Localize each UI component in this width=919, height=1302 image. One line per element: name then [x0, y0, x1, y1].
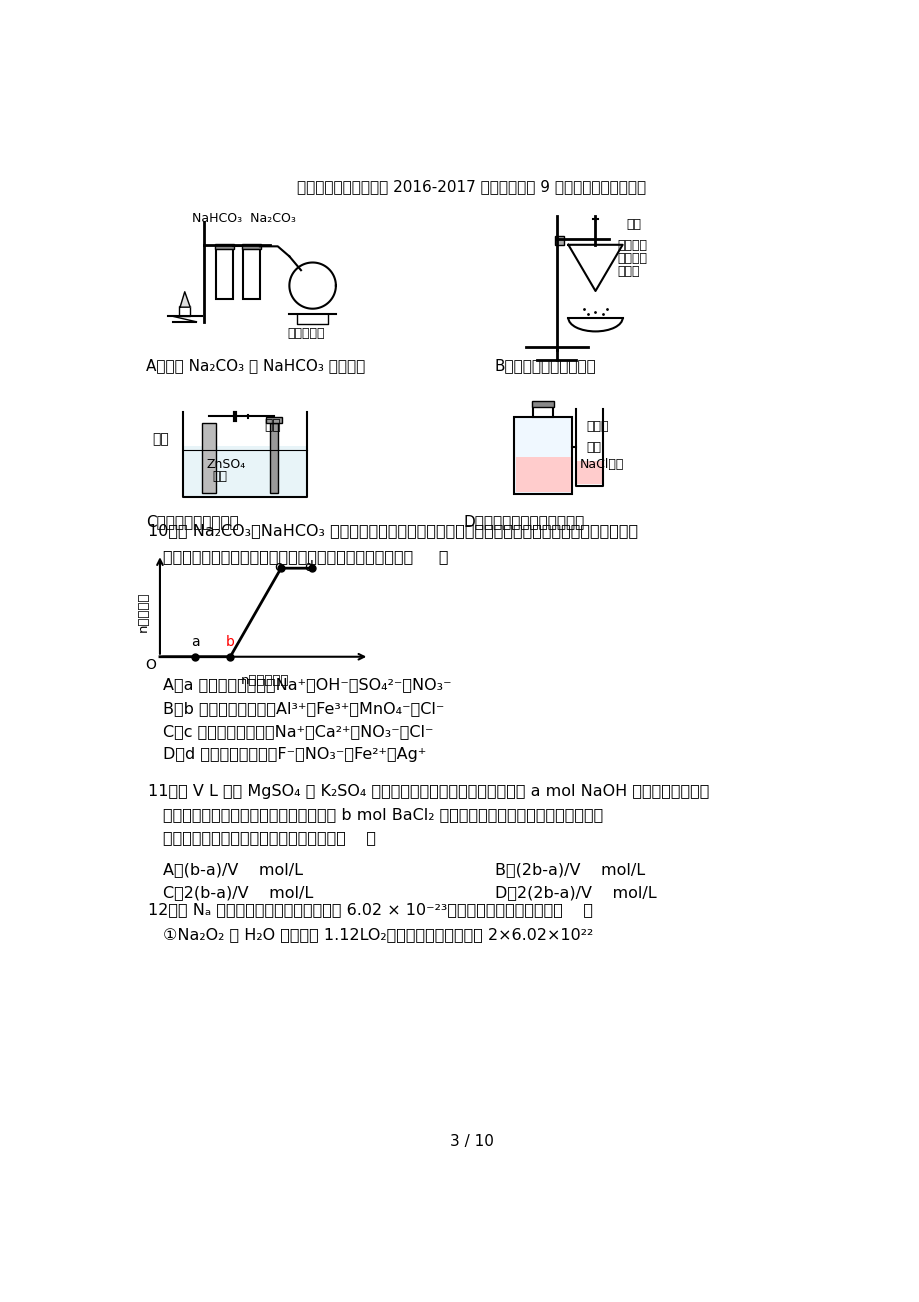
Bar: [243, 249, 260, 298]
Text: 铝粉与氧: 铝粉与氧: [617, 238, 646, 251]
Text: B．铝热反应的实验装置: B．铝热反应的实验装置: [494, 358, 596, 372]
Text: C．铁钉表面镀锌装置: C．铁钉表面镀锌装置: [146, 514, 239, 530]
Bar: [266, 417, 281, 423]
Bar: [514, 417, 572, 493]
Text: c: c: [274, 560, 281, 574]
Text: 铁钉: 铁钉: [585, 441, 600, 454]
Text: ①Na₂O₂ 与 H₂O 反应生成 1.12LO₂，反应中转移电子数为 2×6.02×10²²: ①Na₂O₂ 与 H₂O 反应生成 1.12LO₂，反应中转移电子数为 2×6.…: [163, 927, 593, 943]
Text: A．(b-a)/V    mol/L: A．(b-a)/V mol/L: [163, 862, 302, 878]
Bar: [215, 243, 233, 249]
Text: 混合物: 混合物: [617, 264, 639, 277]
Text: C．2(b-a)/V    mol/L: C．2(b-a)/V mol/L: [163, 885, 313, 901]
Text: O: O: [145, 659, 156, 672]
Text: d: d: [304, 560, 313, 574]
Text: 红墨水: 红墨水: [585, 419, 608, 432]
Text: B．b 点对应的溶液中：Al³⁺、Fe³⁺、MnO₄⁻、Cl⁻: B．b 点对应的溶液中：Al³⁺、Fe³⁺、MnO₄⁻、Cl⁻: [163, 700, 444, 716]
Text: a: a: [190, 635, 199, 648]
Bar: [216, 249, 233, 298]
Text: D．d 点对应的溶液中：F⁻、NO₃⁻、Fe²⁺、Ag⁺: D．d 点对应的溶液中：F⁻、NO₃⁻、Fe²⁺、Ag⁺: [163, 747, 426, 762]
Bar: [531, 401, 554, 408]
Text: 锌棒: 锌棒: [152, 432, 169, 445]
Text: 溶液: 溶液: [212, 470, 227, 483]
Text: 离子完全沉淀为氢氧化镁；另一份加入含 b mol BaCl₂ 的溶液，恰好使硫酸根离子完全沉淀为: 离子完全沉淀为氢氧化镁；另一份加入含 b mol BaCl₂ 的溶液，恰好使硫酸…: [163, 807, 603, 822]
Text: NaCl溶液: NaCl溶液: [579, 458, 624, 471]
Bar: [554, 236, 564, 245]
Text: 硫酸钡．则原混合溶液中钾离子的浓度为（    ）: 硫酸钡．则原混合溶液中钾离子的浓度为（ ）: [163, 829, 376, 845]
Text: 吉林省吉林市第一中学 2016-2017 学年高二化学 9 月月考试题（奥训班）: 吉林省吉林市第一中学 2016-2017 学年高二化学 9 月月考试题（奥训班）: [297, 180, 645, 194]
Text: 澄清石灰水: 澄清石灰水: [287, 327, 324, 340]
Bar: [201, 423, 216, 492]
Bar: [533, 402, 552, 417]
Text: 镁条: 镁条: [626, 217, 641, 230]
Bar: [183, 445, 307, 496]
Text: 10．向 Na₂CO₃、NaHCO₃ 混合溶液中逐滴加入稀盐酸，生成气体的量随盐酸加入量的变化关系如图: 10．向 Na₂CO₃、NaHCO₃ 混合溶液中逐滴加入稀盐酸，生成气体的量随盐…: [147, 523, 637, 539]
Text: 化铁粉末: 化铁粉末: [617, 251, 646, 264]
Text: 12．设 Nₐ 为阿伏加德罗常数，数值约为 6.02 × 10⁻²³，下列说法错误的个数是（    ）: 12．设 Nₐ 为阿伏加德罗常数，数值约为 6.02 × 10⁻²³，下列说法错…: [147, 902, 592, 918]
Text: 3 / 10: 3 / 10: [449, 1134, 493, 1150]
Bar: [179, 306, 190, 315]
Text: A．检验 Na₂CO₃ 和 NaHCO₃ 分解实验: A．检验 Na₂CO₃ 和 NaHCO₃ 分解实验: [146, 358, 365, 372]
Bar: [576, 461, 602, 484]
Text: ZnSO₄: ZnSO₄: [206, 458, 245, 471]
Bar: [269, 423, 278, 492]
Bar: [516, 457, 570, 492]
Text: D．检验铁钉吸氧腐蚀的装置: D．检验铁钉吸氧腐蚀的装置: [463, 514, 584, 530]
Text: A．a 点对应的溶液中：Na⁺、OH⁻、SO₄²⁻、NO₃⁻: A．a 点对应的溶液中：Na⁺、OH⁻、SO₄²⁻、NO₃⁻: [163, 677, 451, 693]
Text: 11．把 V L 含有 MgSO₄ 和 K₂SO₄ 的混合溶液分成两等份，一份加入含 a mol NaOH 的溶液，恰好使镁: 11．把 V L 含有 MgSO₄ 和 K₂SO₄ 的混合溶液分成两等份，一份加…: [147, 784, 709, 799]
Text: 所示．则下列离子组在对应的溶液中一定能大量共存的是（     ）: 所示．则下列离子组在对应的溶液中一定能大量共存的是（ ）: [163, 549, 448, 564]
Text: C．c 点对应的溶液中：Na⁺、Ca²⁺、NO₃⁻、Cl⁻: C．c 点对应的溶液中：Na⁺、Ca²⁺、NO₃⁻、Cl⁻: [163, 724, 433, 738]
Text: b: b: [225, 635, 234, 648]
Text: B．(2b-a)/V    mol/L: B．(2b-a)/V mol/L: [494, 862, 644, 878]
Polygon shape: [180, 292, 190, 307]
Text: D．2(2b-a)/V    mol/L: D．2(2b-a)/V mol/L: [494, 885, 655, 901]
Text: n（稀盐酸）: n（稀盐酸）: [241, 673, 289, 686]
Text: n（气体）: n（气体）: [136, 592, 149, 633]
Text: NaHCO₃  Na₂CO₃: NaHCO₃ Na₂CO₃: [192, 212, 296, 225]
Text: 铁钉: 铁钉: [264, 418, 280, 432]
Bar: [242, 243, 260, 249]
